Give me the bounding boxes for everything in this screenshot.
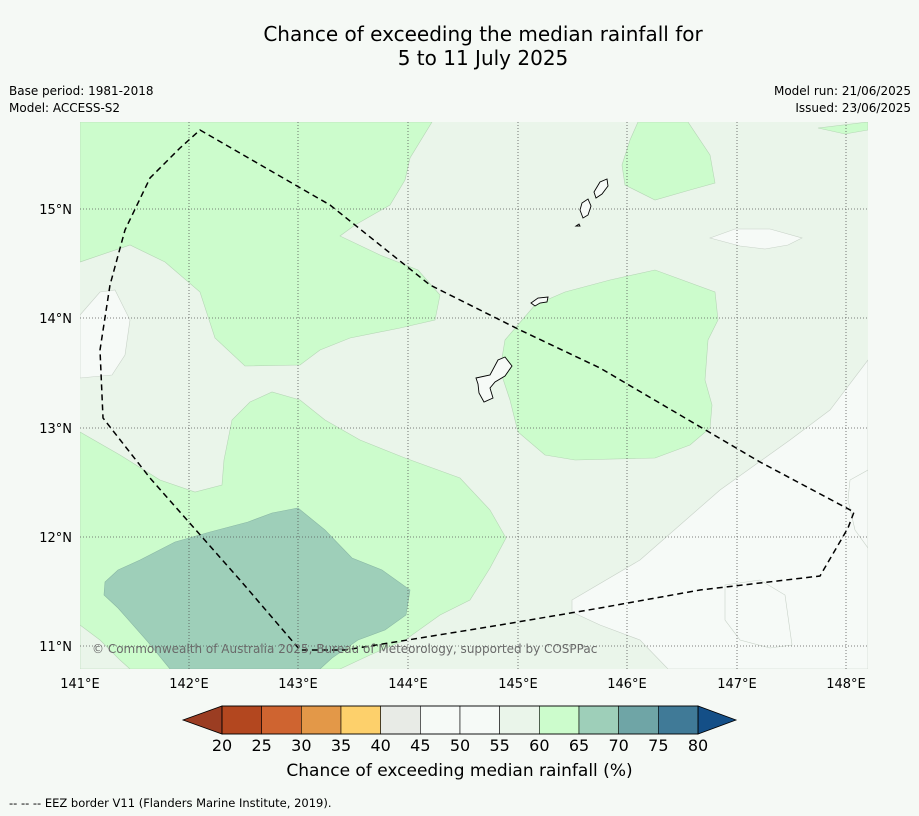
title-line-1: Chance of exceeding the median rainfall …: [263, 22, 703, 46]
island-aguijan: [574, 223, 581, 227]
colorbar-segment: [499, 705, 540, 735]
rainfall-map: [80, 122, 868, 669]
lon-label: 144°E: [388, 677, 428, 692]
colorbar: 20 25 30 35 40 45 50 55 60 65 70 75 80: [181, 705, 738, 755]
eez-footnote: -- -- -- EEZ border V11 (Flanders Marine…: [9, 796, 332, 810]
lat-label: 13°N: [39, 422, 72, 437]
lon-label: 142°E: [169, 677, 209, 692]
contour-50-55-west: [80, 289, 131, 379]
colorbar-under-arrow: [181, 705, 223, 735]
colorbar-segment: [340, 705, 381, 735]
eez-border: [99, 129, 855, 651]
colorbar-segment: [380, 705, 421, 735]
colorbar-segment: [420, 705, 461, 735]
lon-labels: 141°E 142°E 143°E 144°E 145°E 146°E 147°…: [60, 677, 866, 692]
colorbar-outline: [221, 705, 699, 735]
colorbar-tick-label: 60: [529, 736, 549, 755]
issued-date: Issued: 23/06/2025: [795, 101, 911, 115]
meta-left: Base period: 1981-2018 Model: ACCESS-S2: [9, 83, 154, 117]
contour-55-60-south: [80, 624, 131, 669]
contour-60-65-northeast: [621, 122, 716, 201]
island-guam: [475, 356, 513, 403]
contour-50-55-southeast: [571, 359, 868, 669]
islands: [475, 178, 609, 403]
colorbar-tick-label: 80: [688, 736, 708, 755]
model-name: Model: ACCESS-S2: [9, 101, 121, 115]
colorbar-tick-label: 30: [291, 736, 311, 755]
colorbar-over-arrow: [697, 705, 738, 735]
lon-label: 145°E: [498, 677, 538, 692]
lon-label: 143°E: [278, 677, 318, 692]
colorbar-tick-label: 65: [569, 736, 589, 755]
contour-60-65-corner: [817, 122, 868, 135]
lon-label: 141°E: [60, 677, 100, 692]
contour-65-70-southwest: [103, 507, 411, 669]
colorbar-label: Chance of exceeding median rainfall (%): [286, 761, 633, 781]
colorbar-segment: [618, 705, 659, 735]
colorbar-segment: [301, 705, 342, 735]
colorbar-tick-label: 75: [648, 736, 668, 755]
colorbar-tick-label: 40: [370, 736, 390, 755]
colorbar-tick-label: 55: [489, 736, 509, 755]
gridlines: [80, 122, 868, 669]
lat-label: 11°N: [39, 640, 72, 655]
colorbar-segment: [578, 705, 619, 735]
island-saipan: [593, 178, 609, 199]
map-title: Chance of exceeding the median rainfall …: [0, 22, 919, 70]
lon-label: 148°E: [826, 677, 866, 692]
model-run: Model run: 21/06/2025: [773, 84, 911, 98]
colorbar-segment: [658, 705, 699, 735]
title-line-2: 5 to 11 July 2025: [397, 46, 569, 70]
contour-60-65-northwest: [80, 122, 441, 367]
copyright-text: © Commonwealth of Australia 2025, Bureau…: [92, 642, 597, 656]
contour-50-55-east-edge: [847, 469, 868, 549]
colorbar-segment: [261, 705, 302, 735]
colorbar-tick-label: 50: [450, 736, 470, 755]
island-rota: [530, 296, 549, 307]
colorbar-tick-label: 70: [608, 736, 628, 755]
colorbar-segments: [221, 705, 699, 735]
island-tinian: [579, 198, 592, 219]
lat-label: 12°N: [39, 531, 72, 546]
lat-label: 15°N: [39, 203, 72, 218]
colorbar-ticks: 20 25 30 35 40 45 50 55 60 65 70 75 80: [212, 736, 708, 755]
lon-label: 146°E: [607, 677, 647, 692]
contour-50-55-lower-right: [724, 579, 793, 649]
colorbar-tick-label: 45: [410, 736, 430, 755]
lat-label: 14°N: [39, 312, 72, 327]
base-period: Base period: 1981-2018: [9, 84, 154, 98]
meta-right: Model run: 21/06/2025 Issued: 23/06/2025: [774, 83, 911, 117]
colorbar-segment: [539, 705, 580, 735]
colorbar-segment: [459, 705, 500, 735]
contour-50-55-island: [708, 228, 803, 250]
lon-label: 147°E: [717, 677, 757, 692]
colorbar-tick-label: 35: [331, 736, 351, 755]
lat-labels: 15°N 14°N 13°N 12°N 11°N: [39, 203, 72, 655]
colorbar-tick-label: 20: [212, 736, 232, 755]
colorbar-segment: [221, 705, 262, 735]
colorbar-tick-label: 25: [251, 736, 271, 755]
